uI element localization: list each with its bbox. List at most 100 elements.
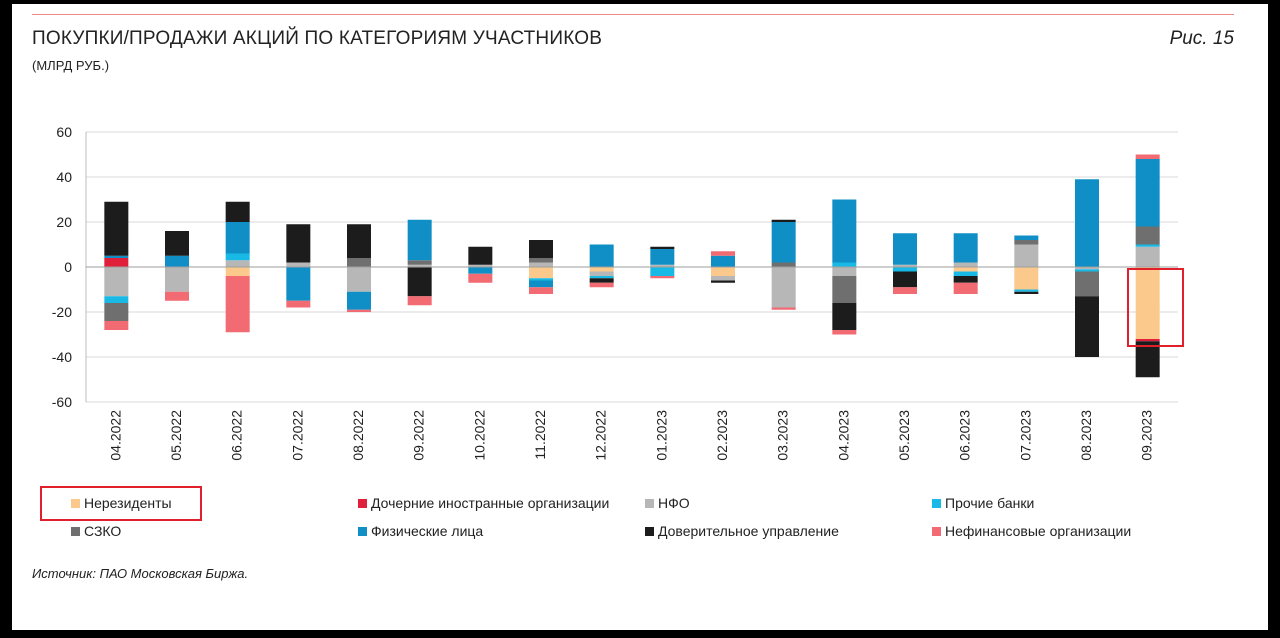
x-tick-label: 04.2023 [835, 410, 851, 461]
x-tick-label: 08.2022 [350, 410, 366, 461]
bar-segment [286, 300, 311, 308]
bar-segment [893, 267, 917, 272]
x-tick-label: 12.2022 [593, 410, 609, 461]
bar-segment [711, 280, 735, 283]
figure-number: Рис. 15 [1169, 28, 1234, 49]
bar-segment [347, 258, 371, 267]
legend-swatch [358, 526, 367, 536]
x-tick-label: 04.2022 [107, 410, 123, 461]
bar-segment [771, 307, 796, 310]
bar-segment [771, 222, 796, 263]
bar-segment [1135, 339, 1160, 342]
bar-segment [468, 273, 493, 283]
bar-segment [1075, 267, 1099, 270]
bar-segment [771, 262, 796, 267]
bar-segment [407, 296, 432, 306]
bar-segment [529, 258, 553, 263]
bar-segment [711, 276, 735, 281]
bar-segment [407, 219, 432, 261]
bar-segment [104, 258, 129, 267]
x-tick-label: 06.2023 [957, 410, 973, 461]
bar-segment [589, 271, 614, 276]
bar-segment [165, 267, 189, 292]
x-tick-label: 07.2022 [289, 410, 305, 461]
bar-segment [832, 267, 857, 276]
y-tick-label: 20 [56, 214, 72, 230]
bar-segment [1135, 341, 1160, 378]
bar-segment [1075, 269, 1099, 272]
bar-segment [286, 262, 311, 267]
chart-subtitle: (МЛРД РУБ.) [32, 58, 110, 73]
legend-item-nonresidents: Нерезиденты [71, 495, 172, 511]
x-tick-label: 11.2022 [532, 410, 548, 460]
bar-segment [104, 255, 129, 258]
bar-segment [104, 201, 129, 256]
bar-segment [589, 267, 614, 272]
bar-segment [711, 267, 735, 276]
bar-segment [1014, 235, 1039, 240]
x-tick-label: 03.2023 [775, 410, 791, 461]
bar-segment [953, 276, 978, 283]
bar-segment [589, 244, 614, 267]
x-tick-label: 06.2022 [229, 410, 245, 461]
bar-segment [1014, 244, 1039, 267]
bar-segment [225, 201, 250, 222]
highlight-box-bar [1127, 268, 1184, 347]
y-tick-label: 40 [56, 169, 72, 185]
bar-segment [832, 276, 857, 303]
bar-segment [165, 291, 189, 301]
bar-segment [407, 260, 432, 265]
x-tick-label: 08.2023 [1078, 410, 1094, 461]
bar-segment [104, 303, 129, 321]
bar-segment [1075, 179, 1099, 267]
bar-segment [953, 267, 978, 272]
y-tick-label: -20 [52, 304, 72, 320]
legend-item-other-banks: Прочие банки [932, 495, 1034, 511]
bar-segment [529, 267, 553, 279]
bar-segment [1135, 154, 1160, 159]
bar-segment [225, 222, 250, 254]
bar-segment [953, 282, 978, 294]
legend-item-individuals: Физические лица [358, 523, 483, 539]
bar-segment [832, 262, 857, 267]
x-tick-label: 09.2023 [1139, 410, 1155, 461]
y-tick-label: -40 [52, 349, 72, 365]
bar-segment [893, 264, 917, 267]
bar-segment [589, 276, 614, 279]
bar-segment [225, 253, 250, 261]
bar-segment [468, 267, 493, 274]
bar-segment [468, 246, 493, 265]
bar-segment [529, 278, 553, 281]
bar-segment [225, 267, 250, 276]
bar-segment [225, 276, 250, 333]
legend-swatch [932, 526, 941, 536]
bar-segment [347, 267, 371, 292]
bar-segment [1135, 226, 1160, 245]
bar-segment [104, 321, 129, 330]
source-note: Источник: ПАО Московская Биржа. [32, 566, 249, 581]
bar-segment [1014, 267, 1039, 290]
x-tick-label: 09.2022 [411, 410, 427, 461]
legend-swatch [932, 498, 941, 508]
bar-segment [407, 264, 432, 267]
bar-segment [1075, 271, 1099, 297]
legend-swatch [358, 498, 367, 508]
legend-swatch [71, 526, 80, 536]
highlight-box-legend [40, 486, 202, 521]
bar-segment [286, 224, 311, 263]
legend-item-trust-management: Доверительное управление [645, 523, 839, 539]
y-tick-label: -60 [52, 394, 72, 410]
chart-card: ПОКУПКИ/ПРОДАЖИ АКЦИЙ ПО КАТЕГОРИЯМ УЧАС… [12, 4, 1268, 630]
bar-segment [529, 280, 553, 288]
bar-segment [468, 264, 493, 267]
legend-item-foreign-subsidiaries: Дочерние иностранные организации [358, 495, 609, 511]
bar-segment [711, 251, 735, 256]
bar-segment [832, 303, 857, 330]
bar-segment [771, 267, 796, 308]
x-tick-label: 07.2023 [1017, 410, 1033, 461]
bar-segment [225, 260, 250, 267]
bar-segment [1135, 244, 1160, 247]
x-tick-label: 02.2023 [714, 410, 730, 461]
bar-segment [832, 330, 857, 335]
